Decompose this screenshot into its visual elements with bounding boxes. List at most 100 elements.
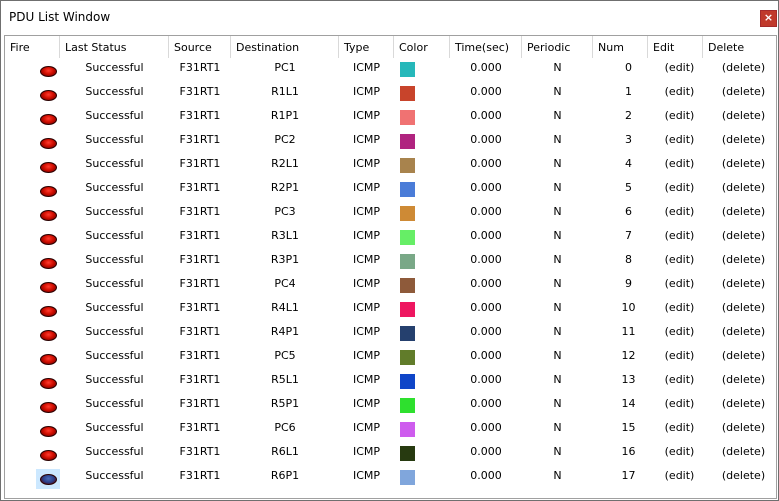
- fire-button[interactable]: [36, 61, 60, 81]
- fire-led-icon: [40, 210, 57, 221]
- table-row[interactable]: Successful F31RT1 R2L1 ICMP 0.000 N 4 (edit) (de…: [5, 152, 776, 176]
- fire-button[interactable]: [36, 157, 60, 177]
- fire-button[interactable]: [36, 325, 60, 345]
- table-row[interactable]: Successful F31RT1 R1P1 ICMP 0.000 N 2 (edit) (de…: [5, 104, 776, 128]
- delete-link[interactable]: (delete): [721, 397, 766, 410]
- fire-button[interactable]: [36, 397, 60, 417]
- table-row[interactable]: Successful F31RT1 PC2 ICMP 0.000 N 3 (edit) (del…: [5, 128, 776, 152]
- row-source: F31RT1: [179, 61, 221, 74]
- col-header-fire[interactable]: Fire: [5, 36, 60, 58]
- table-row[interactable]: Successful F31RT1 R2P1 ICMP 0.000 N 5 (edit) (de…: [5, 176, 776, 200]
- row-num: 6: [625, 205, 632, 218]
- edit-link[interactable]: (edit): [664, 205, 695, 218]
- fire-button[interactable]: [36, 85, 60, 105]
- table-row[interactable]: Successful F31RT1 PC5 ICMP 0.000 N 12 (edit) (de…: [5, 344, 776, 368]
- table-row[interactable]: Successful F31RT1 R6L1 ICMP 0.000 N 16 (edit) (d…: [5, 440, 776, 464]
- delete-link[interactable]: (delete): [721, 325, 766, 338]
- title-bar[interactable]: PDU List Window ×: [1, 1, 778, 34]
- fire-button[interactable]: [36, 445, 60, 465]
- col-header-color[interactable]: Color: [394, 36, 450, 58]
- edit-link[interactable]: (edit): [664, 445, 695, 458]
- col-header-source[interactable]: Source: [169, 36, 231, 58]
- fire-button[interactable]: [36, 349, 60, 369]
- table-row[interactable]: Successful F31RT1 R5P1 ICMP 0.000 N 14 (edit) (d…: [5, 392, 776, 416]
- edit-link[interactable]: (edit): [664, 85, 695, 98]
- table-row[interactable]: Successful F31RT1 R3L1 ICMP 0.000 N 7 (edit) (de…: [5, 224, 776, 248]
- delete-link[interactable]: (delete): [721, 373, 766, 386]
- fire-button[interactable]: [36, 109, 60, 129]
- row-time: 0.000: [470, 349, 502, 362]
- delete-link[interactable]: (delete): [721, 205, 766, 218]
- delete-link[interactable]: (delete): [721, 421, 766, 434]
- col-header-delete[interactable]: Delete: [708, 41, 745, 54]
- delete-link[interactable]: (delete): [721, 157, 766, 170]
- col-header-last-status[interactable]: Last Status: [60, 36, 169, 58]
- fire-button[interactable]: [36, 469, 60, 489]
- table-row[interactable]: Successful F31RT1 R4L1 ICMP 0.000 N 10 (edit) (d…: [5, 296, 776, 320]
- row-num: 1: [625, 85, 632, 98]
- delete-link[interactable]: (delete): [721, 229, 766, 242]
- row-num: 0: [625, 61, 632, 74]
- close-button[interactable]: ×: [760, 10, 777, 27]
- col-header-type[interactable]: Type: [339, 36, 394, 58]
- edit-link[interactable]: (edit): [664, 397, 695, 410]
- table-row[interactable]: Successful F31RT1 R6P1 ICMP 0.000 N 17 (edit) (d…: [5, 464, 776, 489]
- table-row[interactable]: Successful F31RT1 R1L1 ICMP 0.000 N 1 (edit) (de…: [5, 80, 776, 104]
- edit-link[interactable]: (edit): [664, 157, 695, 170]
- delete-link[interactable]: (delete): [721, 349, 766, 362]
- col-header-destination[interactable]: Destination: [231, 36, 339, 58]
- table-row[interactable]: Successful F31RT1 PC1 ICMP 0.000 N 0 (edit) (del…: [5, 56, 776, 80]
- table-row[interactable]: Successful F31RT1 PC4 ICMP 0.000 N 9 (edit) (del…: [5, 272, 776, 296]
- fire-button[interactable]: [36, 253, 60, 273]
- delete-link[interactable]: (delete): [721, 133, 766, 146]
- delete-link[interactable]: (delete): [721, 85, 766, 98]
- row-type: ICMP: [352, 61, 381, 74]
- delete-link[interactable]: (delete): [721, 301, 766, 314]
- table-row[interactable]: Successful F31RT1 R3P1 ICMP 0.000 N 8 (edit) (de…: [5, 248, 776, 272]
- delete-link[interactable]: (delete): [721, 277, 766, 290]
- table-row[interactable]: Successful F31RT1 PC6 ICMP 0.000 N 15 (edit) (de…: [5, 416, 776, 440]
- edit-link[interactable]: (edit): [664, 109, 695, 122]
- delete-link[interactable]: (delete): [721, 445, 766, 458]
- delete-link[interactable]: (delete): [721, 253, 766, 266]
- fire-button[interactable]: [36, 373, 60, 393]
- col-header-num[interactable]: Num: [593, 36, 648, 58]
- edit-link[interactable]: (edit): [664, 133, 695, 146]
- edit-link[interactable]: (edit): [664, 373, 695, 386]
- edit-link[interactable]: (edit): [664, 253, 695, 266]
- row-source: F31RT1: [179, 181, 221, 194]
- edit-link[interactable]: (edit): [664, 421, 695, 434]
- fire-button[interactable]: [36, 133, 60, 153]
- table-row[interactable]: Successful F31RT1 R4P1 ICMP 0.000 N 11 (edit) (d…: [5, 320, 776, 344]
- edit-link[interactable]: (edit): [664, 61, 695, 74]
- delete-link[interactable]: (delete): [721, 181, 766, 194]
- row-periodic: N: [553, 349, 562, 362]
- pdu-table: Fire Last Status Source Destination Type…: [4, 35, 777, 499]
- row-periodic: N: [553, 277, 562, 290]
- fire-led-icon: [40, 282, 57, 293]
- delete-link[interactable]: (delete): [721, 469, 766, 482]
- fire-button[interactable]: [36, 301, 60, 321]
- fire-button[interactable]: [36, 421, 60, 441]
- table-row[interactable]: Successful F31RT1 PC3 ICMP 0.000 N 6 (edit) (del…: [5, 200, 776, 224]
- fire-button[interactable]: [36, 277, 60, 297]
- table-row[interactable]: Successful F31RT1 R5L1 ICMP 0.000 N 13 (edit) (d…: [5, 368, 776, 392]
- col-header-periodic[interactable]: Periodic: [522, 36, 593, 58]
- edit-link[interactable]: (edit): [664, 277, 695, 290]
- fire-button[interactable]: [36, 181, 60, 201]
- edit-link[interactable]: (edit): [664, 325, 695, 338]
- delete-link[interactable]: (delete): [721, 61, 766, 74]
- edit-link[interactable]: (edit): [664, 469, 695, 482]
- delete-link[interactable]: (delete): [721, 109, 766, 122]
- row-type: ICMP: [352, 133, 381, 146]
- edit-link[interactable]: (edit): [664, 301, 695, 314]
- fire-button[interactable]: [36, 229, 60, 249]
- edit-link[interactable]: (edit): [664, 229, 695, 242]
- col-header-edit[interactable]: Edit: [648, 36, 703, 58]
- row-source: F31RT1: [179, 133, 221, 146]
- edit-link[interactable]: (edit): [664, 349, 695, 362]
- fire-button[interactable]: [36, 205, 60, 225]
- edit-link[interactable]: (edit): [664, 181, 695, 194]
- row-type: ICMP: [352, 325, 381, 338]
- col-header-time[interactable]: Time(sec): [450, 36, 522, 58]
